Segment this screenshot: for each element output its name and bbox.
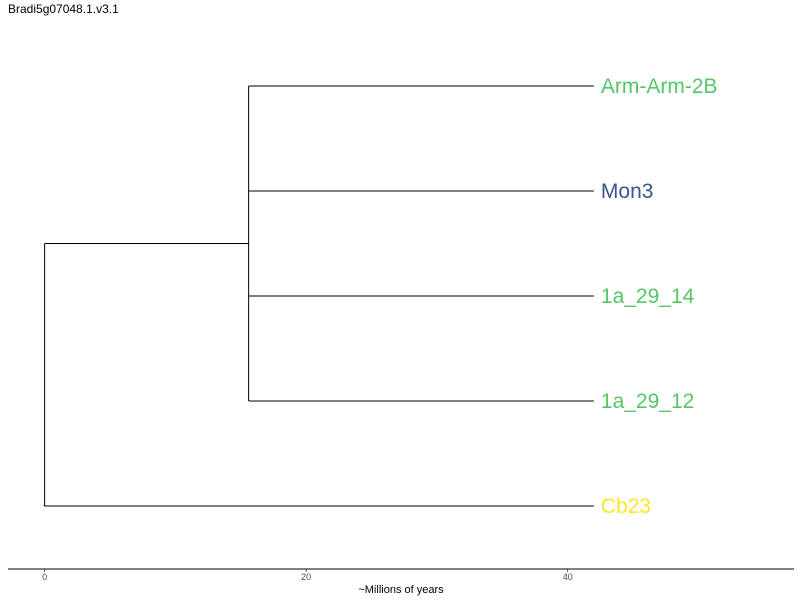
x-tick-label: 0 [42, 572, 47, 582]
tip-label: Arm-Arm-2B [601, 75, 718, 98]
figure-title: Bradi5g07048.1.v3.1 [8, 2, 119, 16]
tip-label: 1a_29_12 [601, 390, 694, 413]
x-tick-label: 20 [301, 572, 311, 582]
tip-label: Cb23 [601, 495, 651, 518]
x-axis-label: ~Millions of years [358, 584, 444, 596]
tip-label: Mon3 [601, 180, 654, 203]
tip-label: 1a_29_14 [601, 285, 695, 308]
x-tick-label: 40 [563, 572, 573, 582]
